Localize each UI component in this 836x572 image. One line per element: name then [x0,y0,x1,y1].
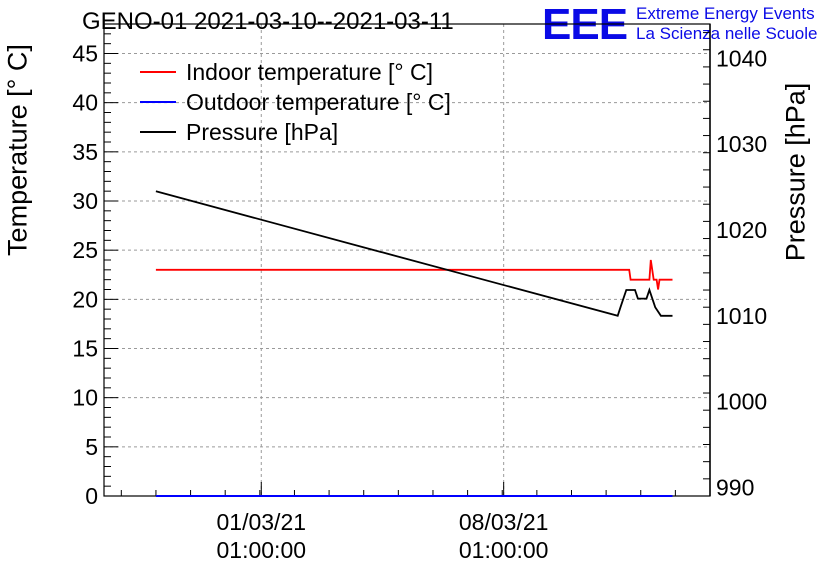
y-tick-label: 20 [72,286,98,312]
legend: Indoor temperature [° C] Outdoor temperat… [140,59,451,145]
logo-line-2: La Scienza nelle Scuole [636,24,818,43]
y-tick-label: 35 [72,139,98,165]
y-tick-label: 40 [72,90,98,116]
eee-logo-text: Extreme Energy Events La Scienza nelle S… [636,4,817,44]
legend-label-0: Indoor temperature [° C] [186,59,433,85]
y-tick-label: 15 [72,336,98,362]
x-tick-label-time: 01:00:00 [459,537,549,563]
grid-lines [104,24,710,496]
y-tick-label: 0 [85,483,98,509]
series-layer [155,190,673,497]
y2-tick-label: 1000 [716,389,767,415]
y2-tick-label: 1040 [716,45,767,71]
x-tick-label-time: 01:00:00 [217,537,307,563]
series-line-2 [155,190,673,317]
y2-tick-label: 990 [716,474,754,500]
y-tick-label: 30 [72,188,98,214]
legend-label-2: Pressure [hPa] [186,119,338,145]
x-tick-label-date: 01/03/21 [217,509,307,535]
legend-label-1: Outdoor temperature [° C] [186,89,451,115]
series-line-0 [155,259,673,290]
logo-line-1: Extreme Energy Events [636,4,815,23]
y-tick-label: 10 [72,385,98,411]
y2-tick-label: 1020 [716,217,767,243]
x-tick-label-date: 08/03/21 [459,509,549,535]
axes: 0 5 10 15 20 25 30 35 40 45 990 1000 1010 1020 1030 104… [72,23,767,563]
y2-tick-label: 1030 [716,131,767,157]
y-tick-label: 25 [72,237,98,263]
chart-title: GENO-01 2021-03-10--2021-03-11 [82,8,454,35]
y-tick-label: 5 [85,434,98,460]
y-tick-label: 45 [72,41,98,67]
y2-tick-label: 1010 [716,303,767,329]
